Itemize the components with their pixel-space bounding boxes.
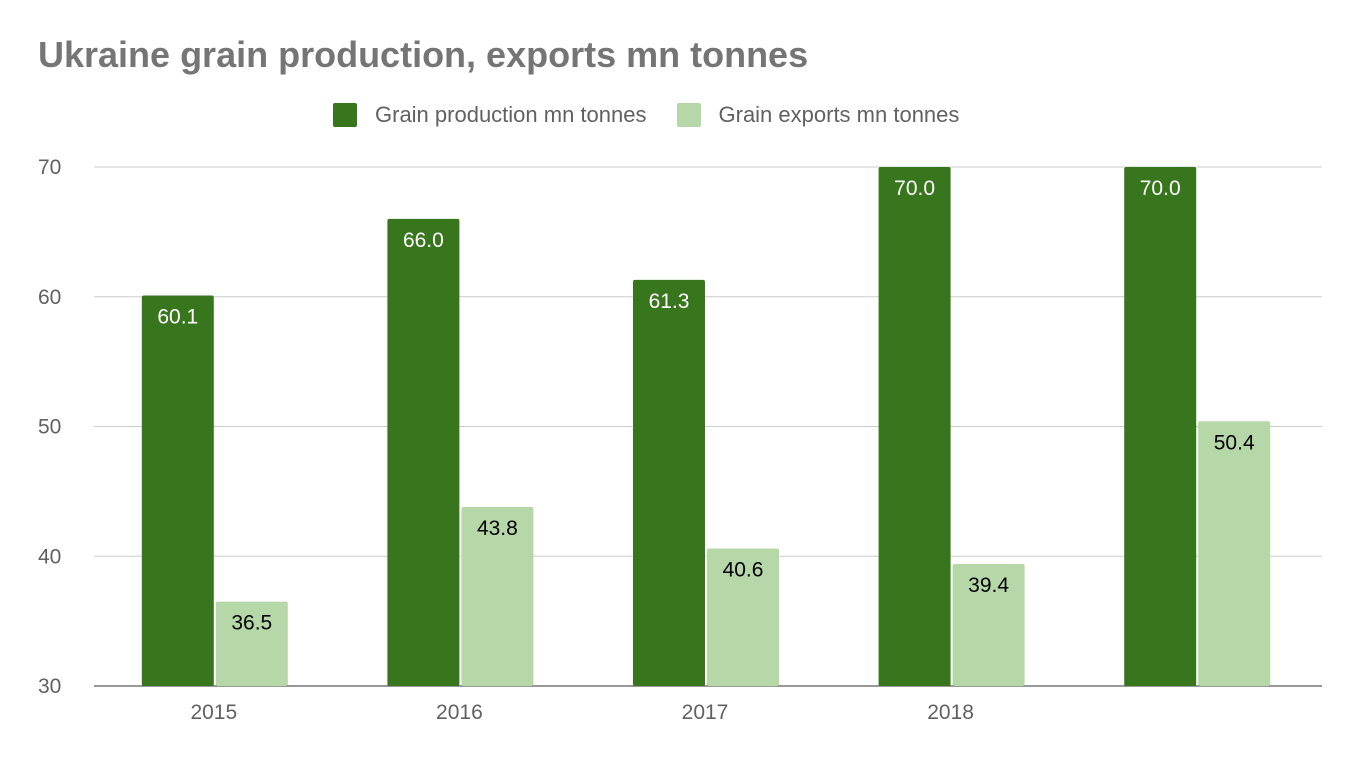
bar [1124, 167, 1197, 686]
bar-value-label: 70.0 [1140, 177, 1181, 200]
bar [387, 218, 460, 686]
bar-value-label: 39.4 [968, 574, 1009, 597]
legend-swatch-exports [676, 103, 701, 127]
x-tick-label: 2017 [682, 701, 729, 724]
legend-label-exports: Grain exports mn tonnes [718, 102, 960, 127]
bar-value-label: 36.5 [231, 612, 272, 635]
bar [1198, 421, 1271, 686]
legend-label-production: Grain production mn tonnes [375, 102, 647, 127]
bar-value-label: 43.8 [477, 517, 518, 540]
legend-swatch-production [333, 103, 357, 127]
legend-item-production: Grain production mn tonnes [333, 102, 647, 128]
y-tick-label: 50 [38, 416, 61, 439]
y-tick-label: 40 [38, 545, 61, 568]
bar [952, 564, 1025, 686]
bar [215, 601, 288, 686]
x-tick-label: 2018 [927, 701, 974, 724]
y-tick-label: 30 [38, 675, 61, 698]
x-tick-label: 2016 [436, 701, 483, 724]
bar-value-label: 60.1 [157, 305, 198, 328]
bar-value-label: 70.0 [894, 177, 935, 200]
bar-value-label: 50.4 [1214, 431, 1255, 454]
bar [141, 295, 214, 686]
bar [707, 548, 779, 686]
chart-legend: Grain production mn tonnes Grain exports… [333, 102, 989, 128]
bar-value-label: 66.0 [403, 229, 444, 252]
bar-value-label: 61.3 [649, 290, 690, 313]
bar [461, 506, 534, 686]
legend-item-exports: Grain exports mn tonnes [676, 102, 960, 128]
x-tick-label: 2015 [190, 701, 237, 724]
bar [633, 279, 705, 686]
y-tick-label: 60 [38, 286, 61, 309]
bar [878, 167, 951, 686]
chart-title: Ukraine grain production, exports mn ton… [38, 34, 809, 75]
bar-value-label: 40.6 [723, 558, 764, 581]
y-tick-label: 70 [38, 156, 61, 179]
